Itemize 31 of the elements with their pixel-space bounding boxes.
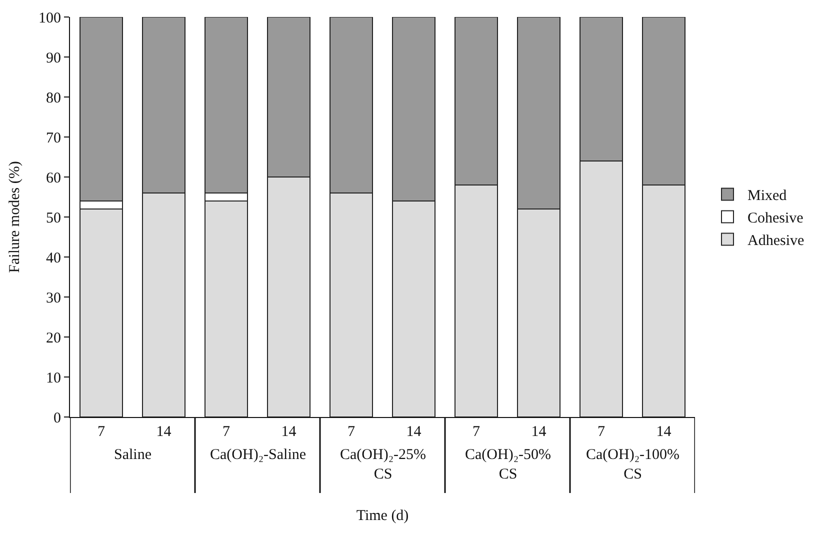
y-tick-label: 20 — [46, 330, 61, 346]
x-tick-label: 7 — [222, 424, 230, 440]
text: Ca(OH)₂-100% CS — [586, 447, 680, 482]
y-tick-label: 60 — [46, 170, 61, 186]
text: Ca(OH)₂-25% CS — [340, 447, 426, 482]
x-tick-label: 14 — [406, 424, 422, 440]
text: Saline — [114, 447, 152, 463]
text: Ca(OH)₂-Saline — [210, 447, 306, 463]
y-tick-label: 70 — [46, 130, 61, 146]
text: Ca(OH)₂-50% CS — [465, 447, 552, 482]
y-tick-label: 100 — [38, 10, 61, 26]
y-tick-label: 30 — [46, 290, 61, 306]
x-tick-label: 14 — [156, 424, 172, 440]
y-tick-label: 80 — [46, 90, 61, 106]
legend-label: Mixed — [748, 188, 788, 204]
y-tick-label: 40 — [46, 250, 61, 266]
x-tick-label: 14 — [281, 424, 297, 440]
legend-label: Adhesive — [748, 233, 804, 250]
legend-label: Cohesive — [748, 210, 804, 227]
y-tick-label: 10 — [46, 370, 61, 386]
x-tick-label: 7 — [598, 424, 606, 440]
x-tick-label: 7 — [98, 424, 106, 440]
x-tick-label: 7 — [348, 424, 356, 440]
x-tick-label: 14 — [531, 424, 547, 440]
y-tick-label: 50 — [46, 210, 61, 226]
y-tick-label: 90 — [46, 50, 61, 66]
x-axis-title: Time (d) — [356, 508, 409, 524]
y-axis-title: Failure modes (%) — [6, 161, 23, 273]
x-tick-label: 14 — [656, 424, 672, 440]
x-tick-label: 7 — [472, 424, 480, 440]
y-tick-label: 0 — [54, 410, 61, 426]
